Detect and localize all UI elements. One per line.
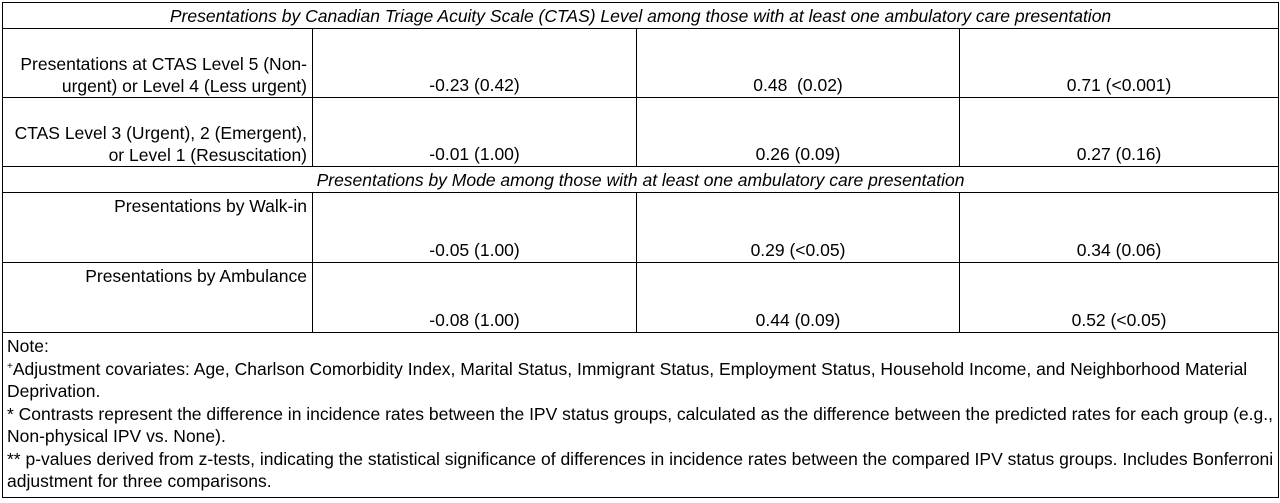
notes-row: Note: +Adjustment covariates: Age, Charl… [1,332,1280,498]
table-cell: -0.01 (1.00) [312,97,637,167]
row-label: Presentations by Ambulance [2,262,313,333]
table-cell: -0.08 (1.00) [312,262,637,333]
section-title-ctas: Presentations by Canadian Triage Acuity … [1,2,1280,29]
table-cell: 0.27 (0.16) [958,97,1280,167]
table-cell: 0.48 (0.02) [636,28,960,98]
row-label: Presentations at CTAS Level 5 (Non-urgen… [2,28,313,98]
note-heading: Note: [7,336,49,356]
section-title-mode: Presentations by Mode among those with a… [1,166,1280,193]
section-header-row: Presentations by Canadian Triage Acuity … [1,2,1280,29]
table-row: Presentations at CTAS Level 5 (Non-urgen… [2,28,1280,98]
row-label: Presentations by Walk-in [2,192,313,263]
table-cell: 0.34 (0.06) [958,192,1280,263]
note-contrasts: * Contrasts represent the difference in … [7,403,1273,447]
note-covariates: +Adjustment covariates: Age, Charlson Co… [7,358,1274,403]
table-cell: -0.05 (1.00) [312,192,637,263]
table-cell: 0.52 (<0.05) [958,262,1280,333]
row-label: CTAS Level 3 (Urgent), 2 (Emergent), or … [2,97,313,167]
table-cell: 0.29 (<0.05) [636,192,960,263]
table-cell: 0.71 (<0.001) [958,28,1280,98]
table-row: Presentations by Ambulance -0.08 (1.00) … [2,262,1280,333]
table-row: Presentations by Walk-in -0.05 (1.00) 0.… [2,192,1280,263]
section-header-row: Presentations by Mode among those with a… [1,166,1280,193]
note-pvalues: ** p-values derived from z-tests, indica… [7,448,1274,492]
table-cell: 0.26 (0.09) [636,97,960,167]
note-covariates-text: Adjustment covariates: Age, Charlson Com… [7,358,1248,402]
plus-mark: + [7,360,13,372]
table-row: CTAS Level 3 (Urgent), 2 (Emergent), or … [2,97,1280,167]
table-cell: -0.23 (0.42) [312,28,637,98]
table-cell: 0.44 (0.09) [636,262,960,333]
table-notes: Note: +Adjustment covariates: Age, Charl… [1,332,1280,498]
